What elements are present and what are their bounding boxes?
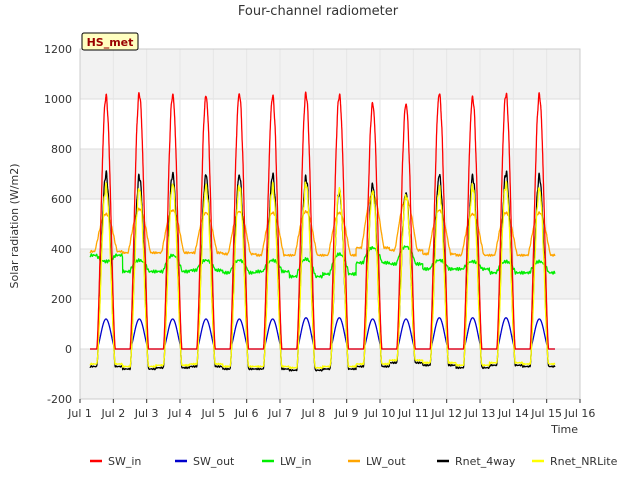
x-tick-label: Jul 7 [267,407,292,420]
y-tick-label: 1000 [44,93,72,106]
axes-layer: -200 0 200 400 600 800 1000 1200 Jul 1 Jul 2 Jul 3… [44,43,595,420]
x-tick-label: Jul 8 [300,407,325,420]
plot-frame [79,48,581,400]
legend-label: Rnet_NRLite [550,455,618,468]
x-tick-label: Jul 13 [464,407,496,420]
legend-label: LW_in [280,455,312,468]
x-tick-label: Jul 2 [100,407,125,420]
series-line-rnet-nrlite [89,180,556,370]
y-tick-label: 600 [51,193,72,206]
y-tick-label: -200 [47,393,72,406]
chart-title: Four-channel radiometer [238,4,399,19]
legend: SW_in SW_out LW_in LW_out Rnet_4way Rnet_NRLi… [90,455,618,468]
y-tick-label: 400 [51,243,72,256]
series-layer [89,91,556,372]
x-tick-label: Jul 9 [334,407,359,420]
legend-label: SW_in [108,455,141,468]
x-axis-label: Time [550,423,578,436]
x-tick-label: Jul 10 [364,407,396,420]
x-tick-label: Jul 14 [497,407,529,420]
y-tick-label: 0 [65,343,72,356]
x-tick-label: Jul 5 [200,407,225,420]
x-tick-label: Jul 1 [67,407,92,420]
legend-label: Rnet_4way [455,455,516,468]
series-line-sw-out [89,317,556,350]
x-tick-label: Jul 6 [234,407,259,420]
series-line-sw-in [89,91,556,350]
legend-label: SW_out [193,455,235,468]
y-tick-label: 800 [51,143,72,156]
site-label-box: HS_met [81,32,139,51]
y-axis-label: Solar radiation (W/m2) [8,163,21,288]
x-tick-label: Jul 4 [167,407,192,420]
legend-label: LW_out [366,455,406,468]
background-band [80,349,580,399]
x-tick-label: Jul 16 [564,407,596,420]
y-tick-label: 1200 [44,43,72,56]
x-tick-label: Jul 15 [530,407,562,420]
x-tick-label: Jul 3 [134,407,159,420]
series-line-lw-out [89,192,556,257]
y-tick-label: 200 [51,293,72,306]
x-tick-label: Jul 12 [430,407,462,420]
x-tick-label: Jul 11 [397,407,429,420]
background-band [80,149,580,199]
site-label: HS_met [87,36,134,49]
background-band [80,49,580,99]
